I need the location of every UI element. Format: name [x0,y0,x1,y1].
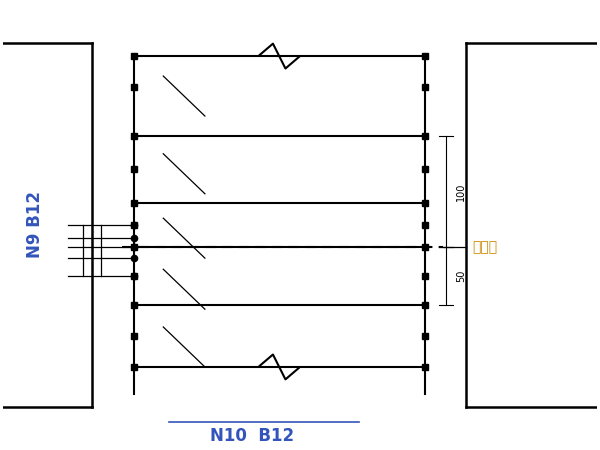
Text: 施工缝: 施工缝 [472,240,497,254]
Text: N10  B12: N10 B12 [211,427,295,445]
Text: 100: 100 [457,182,466,201]
Text: N9 B12: N9 B12 [26,191,44,258]
Text: 50: 50 [457,270,466,282]
